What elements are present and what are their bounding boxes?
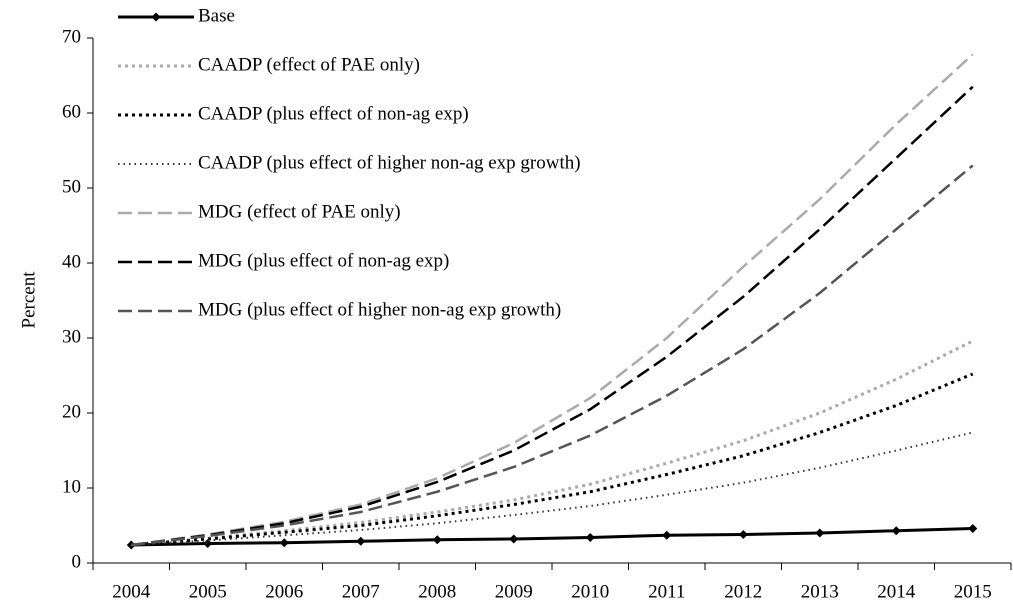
y-tick-label: 10 (62, 476, 81, 497)
point-marker (968, 524, 978, 533)
x-tick-label: 2010 (571, 581, 609, 602)
legend-marker (151, 12, 161, 22)
series-line (131, 53, 974, 547)
legend-label: Base (198, 5, 235, 26)
series-line (131, 85, 974, 547)
y-tick-label: 50 (62, 176, 81, 197)
x-tick-label: 2012 (724, 581, 762, 602)
point-marker (432, 535, 442, 545)
point-marker (738, 530, 748, 539)
point-marker (509, 534, 519, 544)
point-marker (585, 533, 595, 542)
series-line (131, 372, 974, 547)
legend-label: CAADP (plus effect of higher non-ag exp … (198, 152, 581, 173)
y-tick-label: 0 (72, 551, 82, 572)
series-line (131, 339, 974, 547)
series-line (131, 164, 974, 547)
y-tick-label: 60 (62, 101, 81, 122)
legend-label: CAADP (effect of PAE only) (198, 54, 420, 75)
point-marker (891, 526, 901, 536)
x-tick-label: 2005 (189, 581, 227, 602)
x-tick-label: 2008 (418, 581, 456, 602)
legend-label: MDG (plus effect of non-ag exp) (198, 250, 449, 271)
y-tick-label: 30 (62, 326, 81, 347)
point-marker (662, 530, 672, 540)
legend-label: MDG (plus effect of higher non-ag exp gr… (198, 299, 561, 320)
y-tick-label: 20 (62, 401, 81, 422)
x-tick-label: 2004 (112, 581, 151, 602)
x-tick-label: 2009 (495, 581, 533, 602)
x-tick-label: 2014 (877, 581, 916, 602)
legend-label: MDG (effect of PAE only) (198, 201, 401, 222)
point-marker (815, 528, 825, 538)
point-marker (203, 539, 213, 548)
x-tick-label: 2013 (801, 581, 839, 602)
y-axis-label: Percent (18, 271, 39, 329)
y-tick-label: 40 (62, 251, 81, 272)
point-marker (279, 538, 289, 548)
x-tick-label: 2011 (648, 581, 685, 602)
series-line (131, 527, 973, 547)
point-marker (356, 536, 366, 546)
legend-label: CAADP (plus effect of non-ag exp) (198, 103, 469, 124)
x-tick-label: 2015 (954, 581, 992, 602)
y-tick-label: 70 (62, 26, 81, 47)
x-tick-label: 2006 (265, 581, 303, 602)
x-tick-label: 2007 (342, 581, 380, 602)
